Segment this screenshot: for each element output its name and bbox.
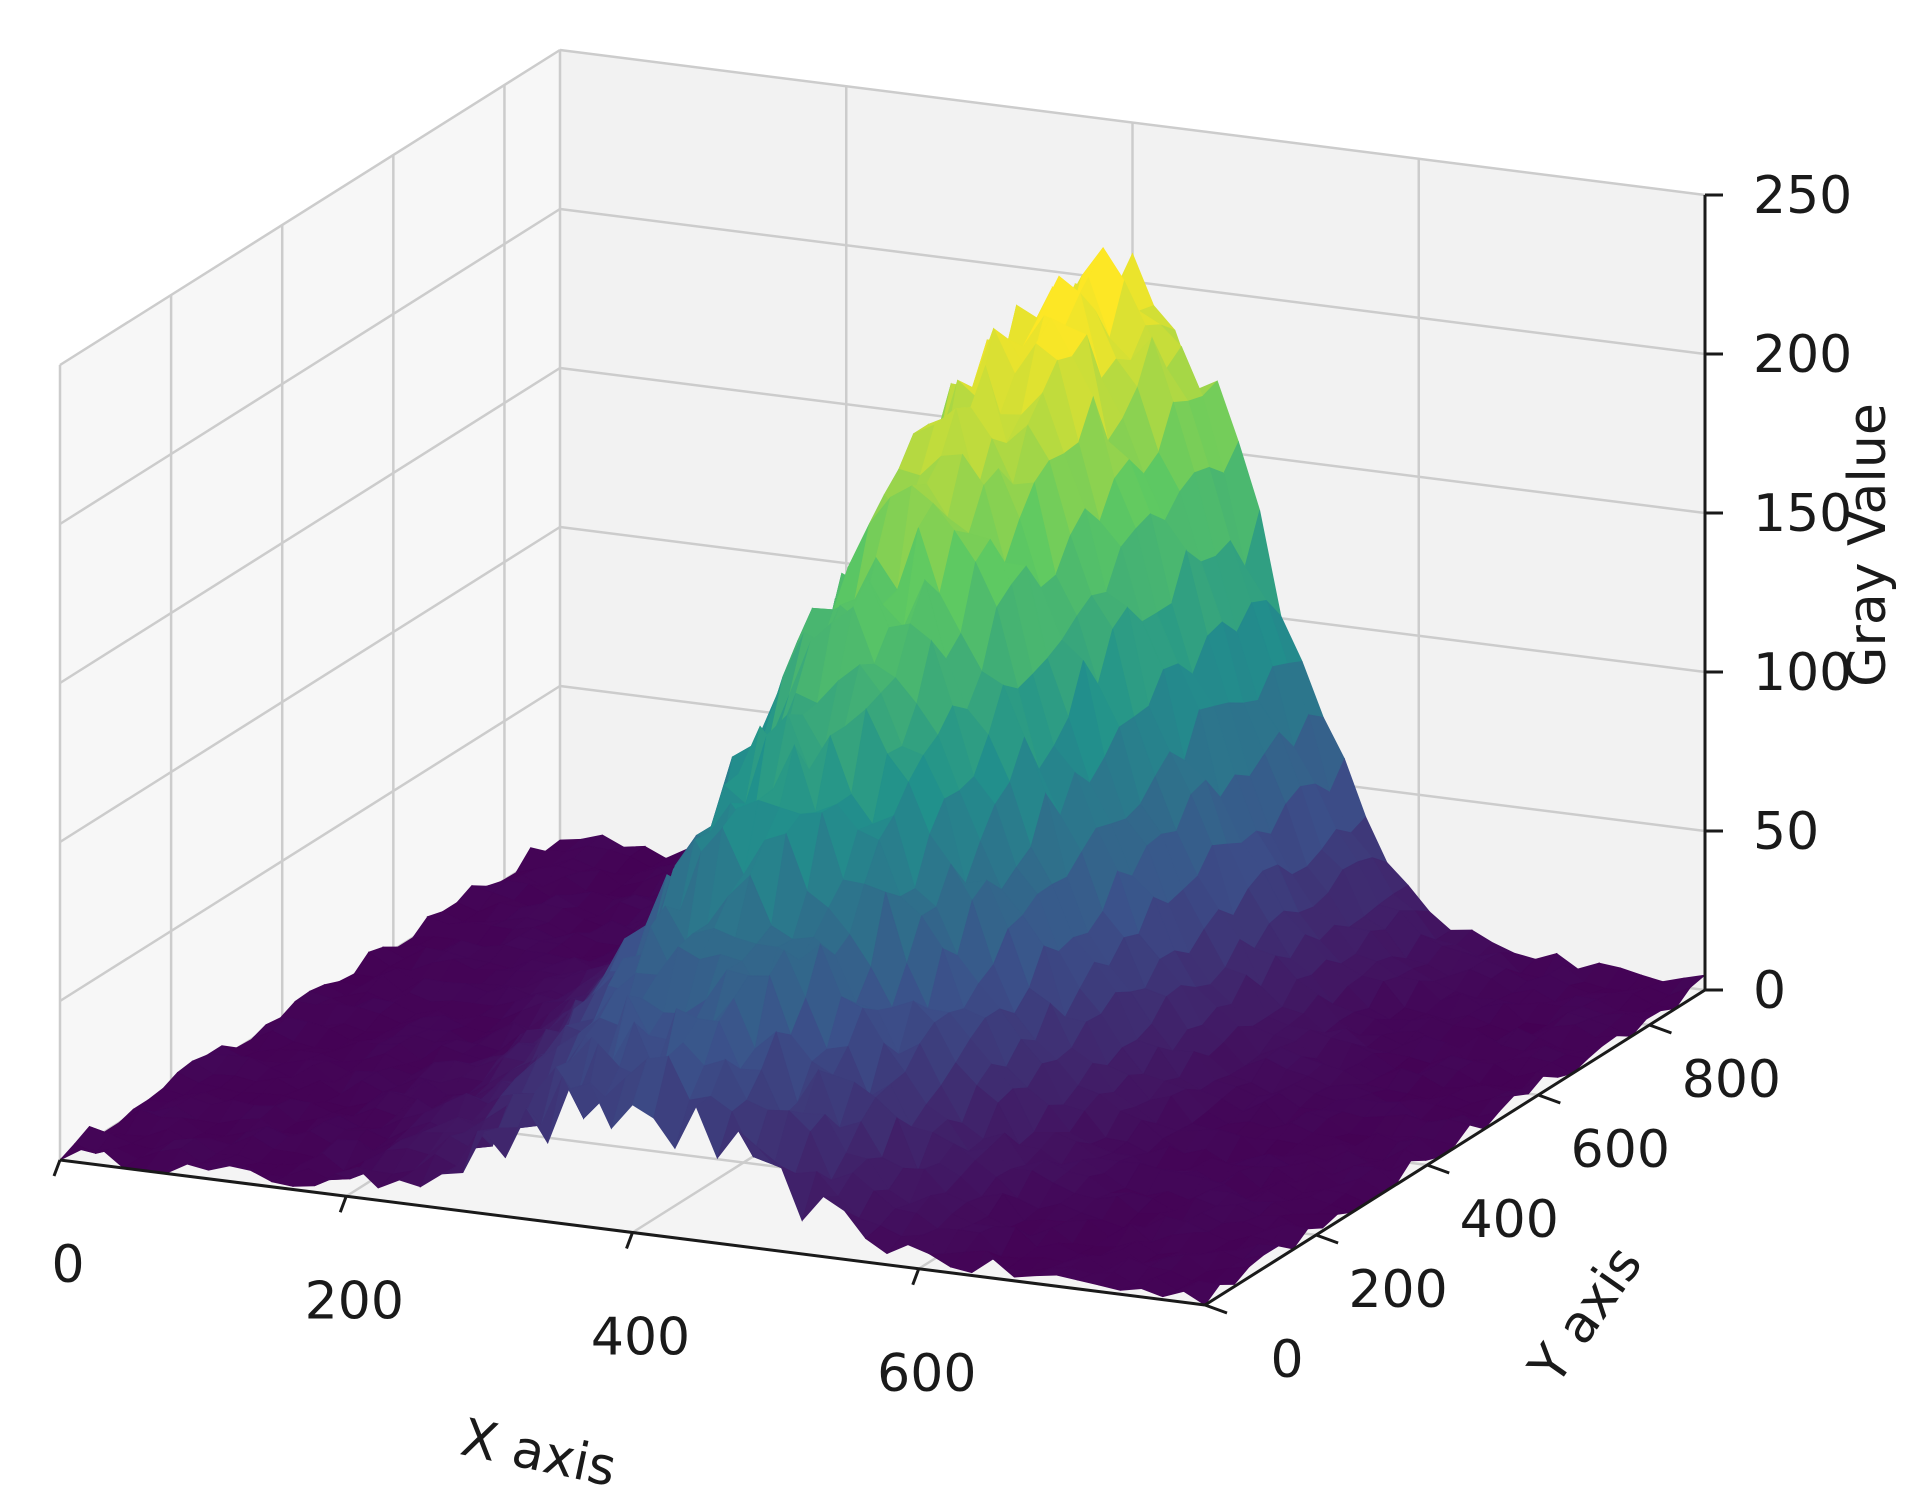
surface-patch bbox=[1183, 1280, 1221, 1306]
x-tick bbox=[338, 1195, 348, 1213]
y-tick bbox=[1537, 1093, 1561, 1105]
y-tick bbox=[1315, 1233, 1339, 1245]
grid-line-z-left bbox=[59, 525, 561, 844]
x-axis-label: X axis bbox=[456, 1408, 621, 1499]
z-tick-label: 200 bbox=[1753, 325, 1852, 385]
grid-line-z-left bbox=[59, 684, 561, 1003]
surface-mesh bbox=[59, 246, 1707, 1306]
x-tick-label: 600 bbox=[877, 1344, 976, 1404]
y-tick-label: 800 bbox=[1682, 1050, 1781, 1110]
x-tick-label: 400 bbox=[591, 1308, 690, 1368]
grid-line-z-left bbox=[59, 366, 561, 685]
z-tick-label: 0 bbox=[1753, 961, 1786, 1021]
tick-marks bbox=[52, 193, 1723, 1315]
y-tick bbox=[1648, 1023, 1672, 1035]
x-tick-label: 200 bbox=[305, 1271, 404, 1331]
y-axis-line bbox=[1204, 988, 1706, 1307]
z-tick-label: 100 bbox=[1753, 643, 1852, 703]
y-tick bbox=[1426, 1163, 1450, 1175]
y-tick-label: 600 bbox=[1571, 1120, 1670, 1180]
y-tick-label: 0 bbox=[1270, 1330, 1303, 1390]
z-axis-label: Gray Value bbox=[1838, 403, 1898, 687]
y-axis-label: Y axis bbox=[1517, 1236, 1654, 1396]
grid-line-z-back bbox=[559, 48, 1706, 197]
x-tick-label: 0 bbox=[51, 1235, 84, 1295]
grid-line-z-left bbox=[59, 207, 561, 526]
z-tick-label: 150 bbox=[1753, 484, 1852, 544]
grid-line-z-left bbox=[59, 48, 561, 367]
y-tick-label: 200 bbox=[1348, 1260, 1447, 1320]
x-tick bbox=[625, 1231, 634, 1250]
z-tick-label: 50 bbox=[1753, 802, 1819, 862]
y-tick bbox=[1204, 1303, 1228, 1315]
x-tick bbox=[911, 1268, 921, 1286]
x-tick bbox=[52, 1159, 62, 1177]
z-tick-label: 250 bbox=[1753, 166, 1852, 226]
y-tick-label: 400 bbox=[1460, 1190, 1559, 1250]
